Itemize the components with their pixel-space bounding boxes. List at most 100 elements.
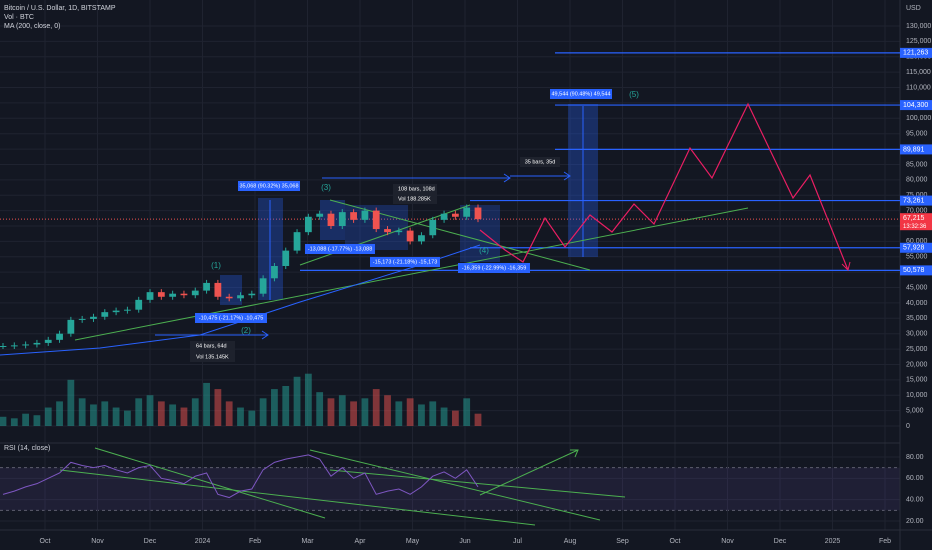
candle: [474, 207, 482, 220]
x-tick-label: Dec: [774, 538, 787, 545]
rsi-tick-label: 20.00: [906, 518, 924, 525]
x-tick-label: Jun: [459, 538, 470, 545]
volume-bar: [418, 404, 425, 426]
volume-bar: [135, 398, 143, 426]
label-bg: [370, 257, 440, 267]
label-bg: [458, 263, 530, 273]
volume-bar: [90, 404, 97, 426]
volume-bar: [429, 401, 437, 426]
volume-bar: [237, 407, 244, 426]
currency[interactable]: USD: [906, 5, 921, 12]
x-tick-label: Oct: [40, 538, 51, 545]
candle: [372, 210, 380, 230]
x-tick-label: Feb: [249, 538, 261, 545]
rsi-trend: [309, 449, 601, 521]
measure-label: 108 bars, 108d: [398, 186, 435, 192]
x-tick-label: Oct: [670, 538, 681, 545]
measure-label: Vol 135.145K: [196, 354, 229, 360]
y-tick-label: 130,000: [906, 23, 931, 30]
candle: [10, 345, 18, 347]
candles: [0, 204, 482, 349]
volume-bar: [316, 392, 324, 426]
level-label: 50,578: [903, 267, 925, 274]
x-tick-label: Mar: [301, 538, 314, 545]
label-bg: [238, 181, 300, 191]
candle: [135, 299, 143, 310]
x-tick-label: 2025: [825, 538, 841, 545]
candle: [214, 282, 222, 297]
level-label-bg: [900, 144, 932, 155]
candle: [293, 232, 301, 251]
candle: [237, 295, 244, 299]
volume-bar: [225, 401, 233, 426]
y-tick-label: 5,000: [906, 407, 924, 414]
candle: [429, 219, 437, 236]
candle: [271, 266, 278, 279]
x-tick-label: Aug: [564, 538, 577, 545]
grid: [0, 0, 900, 530]
volume-bar: [248, 410, 256, 426]
annotations: (1) (2) (3) (4) (5) 35,068 (90.32%) 35,0…: [190, 89, 639, 362]
label-bg: [550, 89, 612, 99]
y-tick-label: 55,000: [906, 254, 928, 261]
volume-bar: [474, 413, 482, 426]
rsi: [2, 454, 479, 499]
measure-label: Vol 188.285K: [398, 196, 431, 202]
measure-label: 35 bars, 35d: [525, 159, 556, 165]
measure-box: [220, 275, 242, 305]
label-bg: [190, 341, 235, 362]
rsi-tick-label: 60.00: [906, 475, 924, 482]
rsi-band: [0, 467, 900, 511]
measure-label: 64 bars, 64d: [196, 343, 227, 349]
y-tick-label: 80,000: [906, 177, 928, 184]
candle: [44, 339, 52, 343]
rsi-trend: [59, 469, 536, 526]
indicator-title[interactable]: RSI (14, close): [4, 445, 50, 452]
level-label: 121,263: [903, 50, 928, 57]
x-tick-label: May: [406, 538, 420, 545]
volume-bar: [112, 407, 120, 426]
volume-bar: [259, 398, 267, 426]
current-price-bg: [900, 213, 932, 231]
candle: [316, 213, 324, 217]
indicator-title[interactable]: Vol · BTC: [4, 14, 34, 21]
volume-bar: [157, 401, 165, 426]
volume-bar: [271, 389, 278, 426]
y-tick-label: 95,000: [906, 131, 928, 138]
candle: [157, 292, 165, 297]
candle: [101, 312, 109, 317]
rsi-line: [2, 454, 479, 499]
volume-bar: [169, 404, 177, 426]
measure-label: 35,068 (90.32%) 35,068: [239, 183, 298, 189]
arrow-head: [503, 173, 511, 183]
volume-bar: [384, 395, 391, 426]
y-tick-label: 70,000: [906, 207, 928, 214]
price-axis: 130,000125,000120,000115,000110,000105,0…: [900, 23, 932, 525]
volume-bar: [338, 395, 346, 426]
volume-bar: [10, 418, 18, 426]
candle: [327, 213, 335, 226]
volume-bar: [146, 395, 154, 426]
candle: [169, 293, 177, 297]
arrow-head: [570, 449, 579, 458]
candle: [22, 344, 30, 346]
y-tick-label: 100,000: [906, 115, 931, 122]
y-tick-label: 10,000: [906, 392, 928, 399]
volume-bar: [214, 389, 222, 426]
volume-bar: [78, 398, 86, 426]
measure-label: -15,173 (-21.18%) -15,173: [373, 259, 438, 265]
arrow-head: [261, 330, 269, 340]
wave-label: (2): [241, 326, 251, 335]
level-label-bg: [900, 195, 932, 206]
volume-bar: [304, 373, 312, 426]
rsi-tick-label: 80.00: [906, 454, 924, 461]
level-label-bg: [900, 265, 932, 276]
indicator-title[interactable]: MA (200, close, 0): [4, 23, 60, 30]
volume-bar: [395, 401, 403, 426]
y-tick-label: 35,000: [906, 315, 928, 322]
volume-bar: [33, 415, 41, 426]
symbol-title[interactable]: Bitcoin / U.S. Dollar, 1D, BITSTAMP: [4, 5, 116, 12]
rsi-arrow: [479, 449, 579, 496]
y-tick-label: 60,000: [906, 238, 928, 245]
x-tick-label: Jul: [513, 538, 522, 545]
